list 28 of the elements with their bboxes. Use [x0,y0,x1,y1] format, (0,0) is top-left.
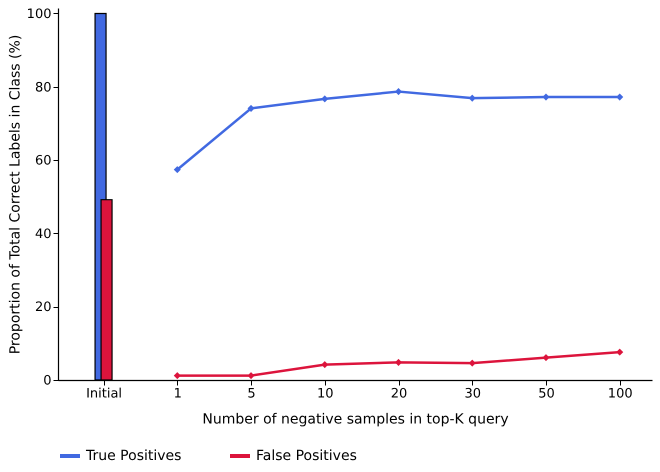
point [247,104,255,112]
point [321,361,328,368]
legend-label: False Positives [256,448,357,464]
point [616,94,624,101]
point [174,166,181,174]
y-axis-title: Proportion of Total Correct Labels in Class (%) [8,34,24,354]
point [174,372,181,380]
legend-label: True Positives [85,448,182,464]
point [468,360,476,367]
point [321,95,328,102]
x-tick-label: 5 [247,386,256,402]
y-tick-label: 20 [34,300,52,316]
y-tick-label: 0 [43,374,52,388]
point [394,88,402,96]
x-tick-label: 1 [174,386,182,402]
point [468,94,476,102]
x-tick-label: Initial [86,386,122,402]
x-tick-label: 100 [608,386,633,402]
x-axis-title: Number of negative samples in top-K query [202,412,509,428]
x-tick-label: 50 [538,386,555,402]
y-tick-label: 80 [34,80,52,96]
x-tick-label: 20 [390,386,408,402]
y-tick-label: 40 [34,226,52,242]
y-tick-label: 60 [34,154,52,169]
x-tick-label: 30 [464,386,482,402]
y-tick-label: 100 [26,7,52,22]
x-tick-label: 10 [316,386,334,402]
point [616,348,624,356]
